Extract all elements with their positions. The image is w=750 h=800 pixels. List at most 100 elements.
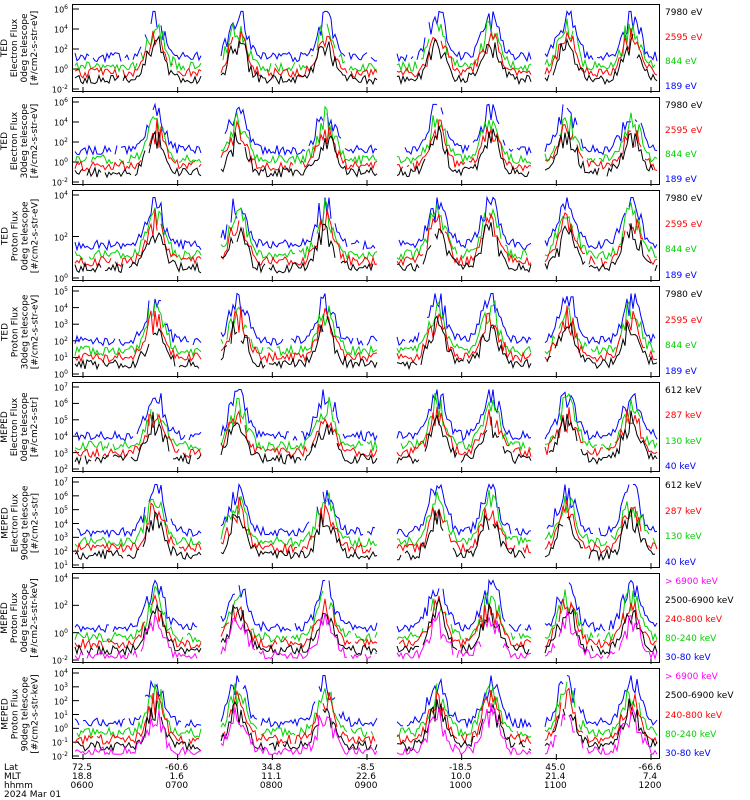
legend-entry: 7980 eV	[665, 101, 703, 111]
x-hhmm-value: 0600	[70, 781, 94, 791]
x-hhmm-value: 1200	[638, 781, 662, 791]
y-axis-label-line: 0deg telescope	[20, 583, 30, 653]
y-axis-label-line: Electron Flux	[10, 111, 20, 171]
x-row-label-hhmm: hhmm	[4, 781, 33, 791]
y-axis-label-line: Proton Flux	[10, 306, 20, 357]
series-line-black	[74, 410, 658, 466]
y-axis-label: MEPED Electron Flux 90deg telescope [#/cm2-…	[0, 477, 42, 568]
plot-svg	[73, 194, 658, 282]
legend-entry: 40 keV	[665, 462, 696, 472]
y-axis-label-line: Electron Flux	[10, 493, 20, 552]
series-line-blue	[74, 195, 658, 252]
y-tick-label: 107	[53, 382, 68, 393]
series-line-green	[74, 299, 656, 358]
y-tick-label: 104	[53, 518, 68, 530]
y-tick-label: 103	[53, 447, 68, 459]
plot-area	[72, 382, 660, 473]
y-axis-label-line: [#/cm2-s-str-keV]	[30, 673, 40, 754]
y-tick-label: 102	[53, 464, 68, 475]
legend-entry: 30-80 keV	[665, 653, 711, 663]
series-line-black	[76, 698, 658, 753]
legend-entry: 80-240 keV	[665, 634, 717, 644]
plot-area	[72, 573, 660, 664]
plot-area	[72, 477, 660, 569]
legend-entry: 2595 eV	[665, 32, 703, 43]
y-tick-labels: 104 102 100	[40, 190, 70, 284]
x-hhmm-value: 0800	[259, 781, 283, 791]
legend-entry: > 6900 keV	[665, 672, 718, 682]
panel-2: TED Electron Flux 30deg telescope [#/cm2-s-…	[0, 97, 750, 187]
y-axis-label-line: MEPED	[0, 506, 10, 539]
y-tick-label: 107	[53, 477, 68, 488]
plot-svg	[73, 481, 658, 569]
y-axis-label-line: 90deg telescope	[20, 676, 30, 751]
y-axis-label: TED Proton Flux 0deg telescope [#/cm2-s-str…	[0, 190, 42, 281]
series-line-green	[74, 199, 658, 262]
panel-5: MEPED Electron Flux 0deg telescope [#/cm2-s…	[0, 382, 750, 475]
x-hhmm-value: 0700	[165, 781, 189, 791]
y-tick-label: 106	[53, 97, 68, 108]
x-mlt-value: 18.8	[71, 772, 93, 782]
legend-entry: 189 eV	[665, 175, 697, 185]
y-tick-label: 100	[53, 273, 68, 284]
y-tick-label: 102	[53, 695, 68, 707]
legend-entry: 2595 eV	[665, 125, 703, 136]
y-tick-labels: 105 104 103 102 101 100	[40, 286, 70, 379]
y-axis-label-line: [#/cm2-s-str-keV]	[30, 578, 40, 658]
series-line-green	[74, 585, 658, 644]
y-tick-label: 10-2	[51, 751, 68, 762]
y-tick-label: 10-2	[51, 655, 68, 666]
panel-8: MEPED Proton Flux 90deg telescope [#/cm2-s-…	[0, 668, 750, 762]
legend-entry: 844 eV	[665, 57, 697, 68]
legend-entry: 7980 eV	[665, 194, 703, 204]
y-axis-label-line: Electron Flux	[10, 397, 20, 457]
legend: 612 keV 287 keV 130 keV 40 keV	[665, 477, 750, 568]
y-tick-labels: 104 103 102 101 100 10-1 10-2	[40, 668, 70, 762]
series-line-red	[74, 593, 658, 650]
legend: > 6900 keV 2500-6900 keV 240-800 keV 80-240…	[665, 668, 750, 759]
legend-entry: 2500-6900 keV	[665, 691, 734, 702]
series-line-blue	[74, 578, 658, 634]
x-hhmm-value: 1100	[543, 781, 567, 791]
y-tick-label: 100	[53, 157, 68, 168]
y-tick-label: 100	[53, 723, 68, 734]
y-tick-label: 102	[53, 600, 68, 611]
legend-entry: 7980 eV	[665, 290, 703, 300]
legend: 7980 eV 2595 eV 844 eV 189 eV	[665, 4, 750, 92]
series-line-magenta	[74, 609, 658, 661]
y-tick-label: 100	[53, 627, 68, 639]
y-axis-label: TED Electron Flux 0deg telescope [#/cm2-s-s…	[0, 4, 42, 92]
y-axis-label-line: Proton Flux	[10, 688, 20, 739]
series-line-red	[74, 305, 658, 364]
x-row-label-lat: Lat	[4, 763, 19, 773]
y-tick-label: 102	[53, 44, 68, 55]
series-line-black	[74, 508, 656, 562]
y-tick-label: 103	[53, 532, 68, 543]
panel-3: TED Proton Flux 0deg telescope [#/cm2-s-str…	[0, 190, 750, 284]
x-mlt-value: 11.1	[261, 772, 282, 782]
plot-area	[72, 4, 660, 93]
y-axis-label-line: 30deg telescope	[20, 103, 30, 179]
y-axis-label-line: 0deg telescope	[20, 392, 30, 462]
legend-entry: 240-800 keV	[665, 710, 723, 721]
plot-area	[72, 668, 660, 760]
y-tick-label: 102	[53, 546, 68, 557]
x-lat-value: 72.5	[71, 763, 93, 773]
plot-svg	[73, 101, 661, 186]
y-tick-label: 101	[53, 352, 68, 364]
y-axis-label-line: TED	[0, 131, 10, 151]
y-axis-label-line: [#/cm2-s-str]	[30, 396, 40, 458]
y-tick-label: 105	[53, 286, 68, 297]
x-lat-value: -18.5	[449, 763, 473, 773]
series-line-red	[74, 209, 658, 268]
y-axis-label-line: [#/cm2-s-str-eV]	[30, 10, 40, 86]
y-tick-labels: 107 106 105 104 103 102 101	[40, 477, 70, 570]
legend-entry: 612 keV	[665, 481, 702, 491]
y-axis-label-line: MEPED	[0, 602, 10, 634]
y-axis-label-line: MEPED	[0, 411, 10, 443]
y-axis-label-line: MEPED	[0, 697, 10, 730]
legend-entry: 189 eV	[665, 271, 697, 281]
plot-svg	[73, 672, 658, 760]
y-tick-label: 103	[53, 319, 68, 330]
legend-entry: 287 keV	[665, 411, 702, 422]
